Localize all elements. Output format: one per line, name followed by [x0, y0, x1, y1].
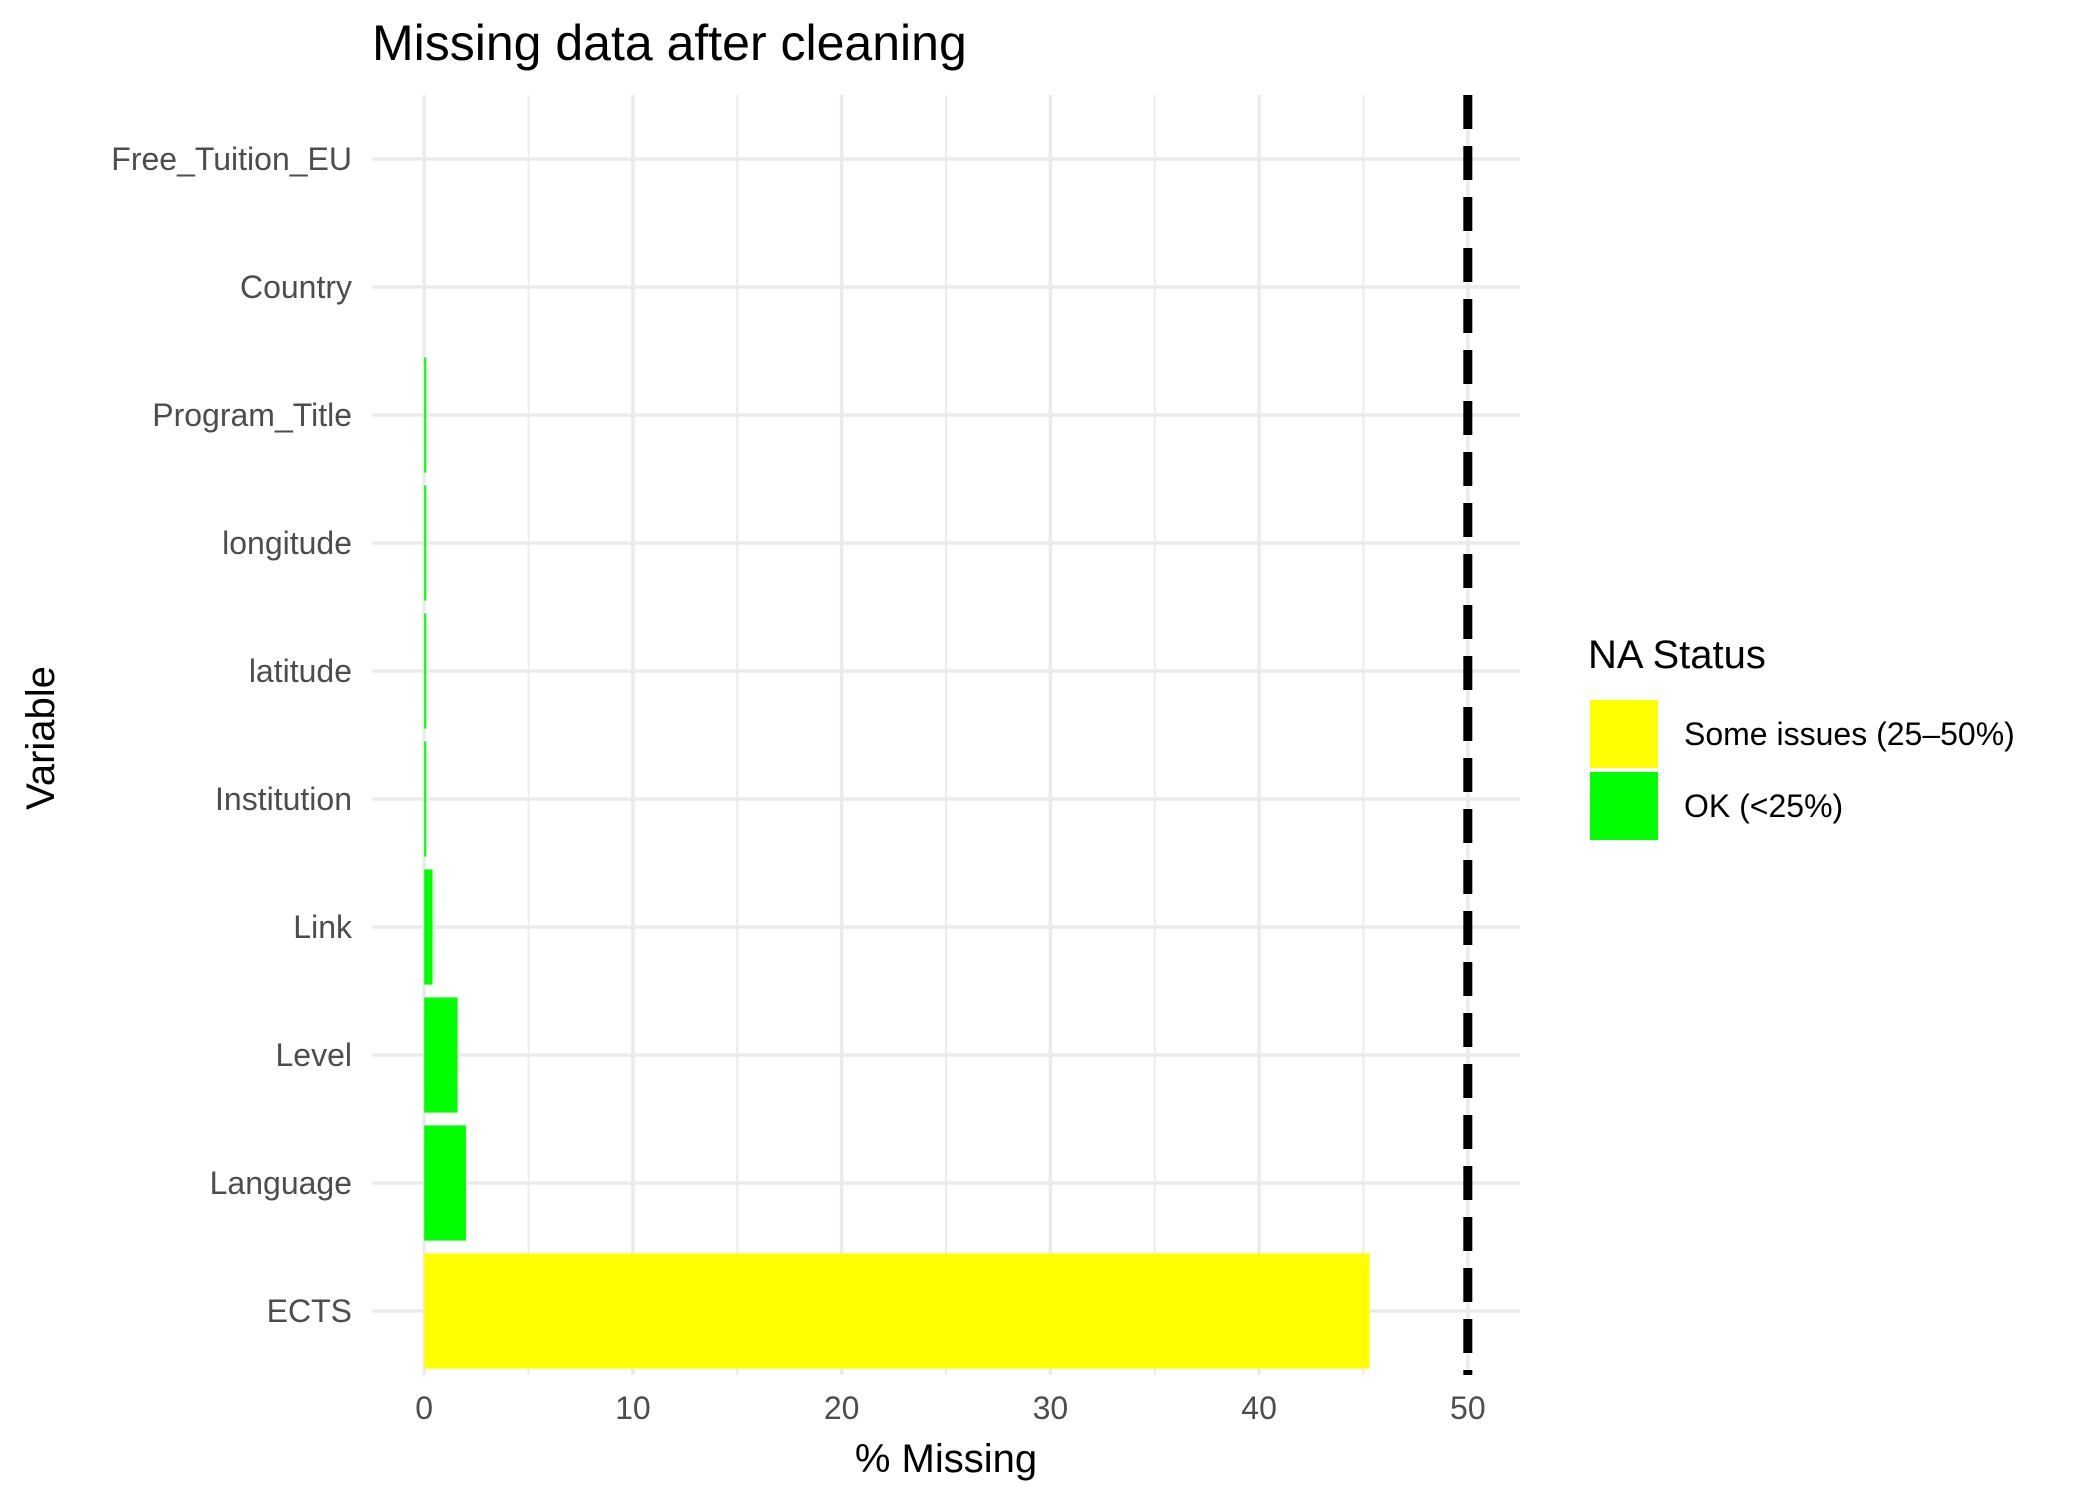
chart-title: Missing data after cleaning — [372, 15, 967, 71]
bar-language — [424, 1125, 466, 1241]
y-tick-label: Free_Tuition_EU — [111, 141, 352, 177]
x-tick-label: 10 — [615, 1390, 651, 1426]
y-axis-ticks: Free_Tuition_EU Country Program_Titlelongi… — [111, 141, 353, 1329]
bar-program-title — [424, 357, 427, 473]
y-tick-label: Country — [240, 269, 352, 305]
x-tick-label: 0 — [415, 1390, 433, 1426]
legend-title: NA Status — [1588, 633, 1766, 677]
y-tick-label: Language — [210, 1165, 352, 1201]
x-tick-label: 50 — [1450, 1390, 1486, 1426]
y-tick-label: Program_Title — [152, 397, 352, 433]
y-tick-label: Institution — [215, 781, 352, 817]
y-tick-label: latitude — [249, 653, 352, 689]
legend-swatch — [1590, 700, 1658, 768]
legend-swatch — [1590, 772, 1658, 840]
x-axis-title: % Missing — [855, 1437, 1037, 1481]
y-axis-title: Variable — [19, 666, 63, 810]
bar-latitude — [424, 613, 427, 729]
x-tick-label: 30 — [1033, 1390, 1069, 1426]
y-tick-label: longitude — [222, 525, 352, 561]
x-axis-ticks: 0 10 20 30 40 50 — [415, 1390, 1485, 1426]
bars — [424, 357, 1370, 1369]
y-tick-label: Level — [276, 1037, 353, 1073]
y-tick-label: ECTS — [267, 1293, 352, 1329]
legend-label: OK (<25%) — [1684, 788, 1843, 824]
bar-institution — [424, 741, 427, 857]
legend: NA Status Some issues (25–50%) OK (<25%) — [1588, 633, 2015, 840]
x-tick-label: 20 — [824, 1390, 860, 1426]
y-tick-label: Link — [293, 909, 353, 945]
bar-level — [424, 997, 458, 1113]
grid — [372, 95, 1520, 1375]
bar-link — [424, 869, 433, 985]
legend-label: Some issues (25–50%) — [1684, 716, 2015, 752]
x-tick-label: 40 — [1241, 1390, 1277, 1426]
bar-ects — [424, 1253, 1370, 1369]
bar-longitude — [424, 485, 427, 601]
